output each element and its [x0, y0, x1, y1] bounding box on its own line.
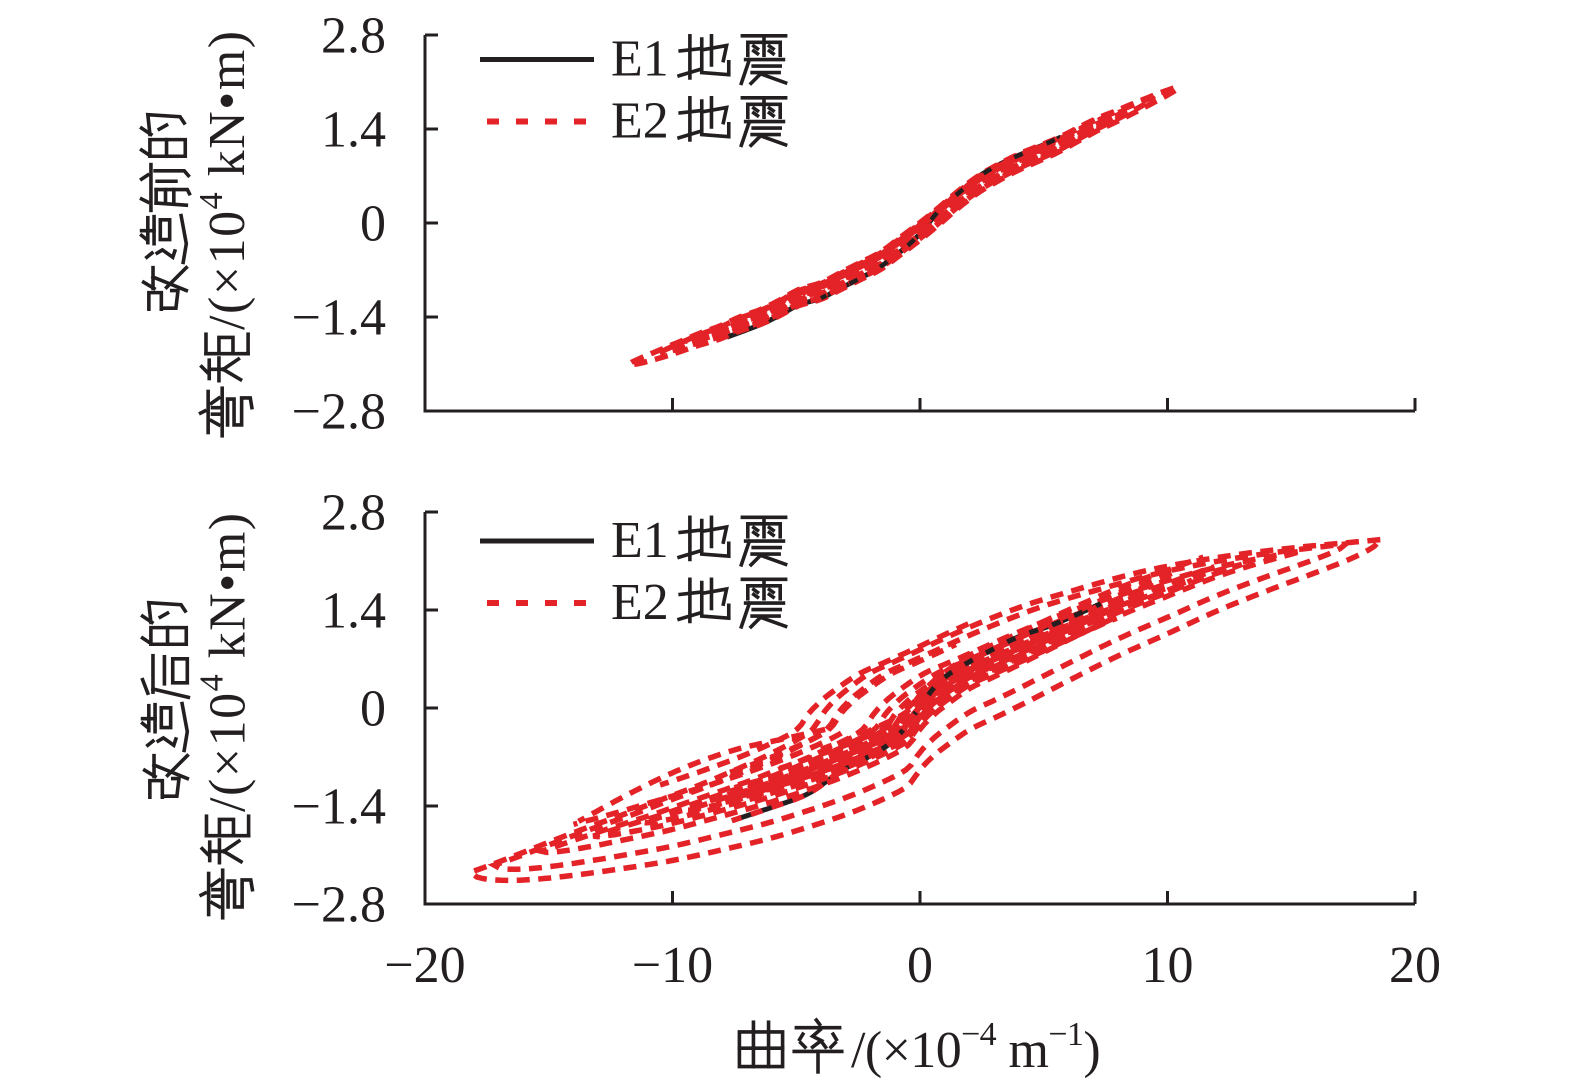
svg-text:1.4: 1.4 — [321, 102, 386, 159]
svg-text:E1: E1 — [611, 31, 669, 88]
svg-text:−1.4: −1.4 — [292, 290, 386, 347]
svg-text:−10: −10 — [632, 937, 713, 994]
svg-text:−2.8: −2.8 — [292, 877, 386, 934]
svg-text:20: 20 — [1389, 937, 1441, 994]
svg-text:E2: E2 — [611, 93, 669, 150]
svg-text:−20: −20 — [384, 937, 465, 994]
svg-text:0: 0 — [907, 937, 933, 994]
svg-text:10: 10 — [1142, 937, 1194, 994]
svg-text:2.8: 2.8 — [321, 485, 386, 542]
svg-text:/(×104 kN•m): /(×104 kN•m) — [194, 511, 257, 812]
svg-text:E1: E1 — [611, 512, 669, 569]
svg-text:E2: E2 — [611, 574, 669, 631]
svg-text:/(×104 kN•m): /(×104 kN•m) — [193, 29, 256, 330]
svg-text:2.8: 2.8 — [321, 8, 386, 65]
svg-text:1.4: 1.4 — [321, 583, 386, 640]
svg-text:−1.4: −1.4 — [292, 779, 386, 836]
svg-text:0: 0 — [360, 681, 386, 738]
svg-text:−2.8: −2.8 — [292, 384, 386, 441]
svg-text:0: 0 — [360, 196, 386, 253]
